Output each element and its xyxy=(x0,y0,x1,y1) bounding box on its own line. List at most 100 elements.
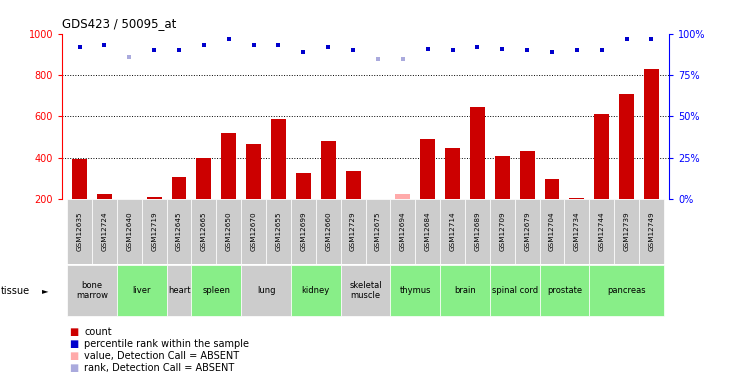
Text: GSM12719: GSM12719 xyxy=(151,212,157,251)
Text: pancreas: pancreas xyxy=(607,286,646,295)
Bar xyxy=(564,199,589,264)
Text: GSM12689: GSM12689 xyxy=(474,212,480,251)
Bar xyxy=(371,199,385,202)
Bar xyxy=(346,171,360,199)
Text: thymus: thymus xyxy=(399,286,431,295)
Text: heart: heart xyxy=(167,286,190,295)
Bar xyxy=(147,196,162,199)
Bar xyxy=(172,177,186,199)
Bar xyxy=(246,144,261,199)
Bar xyxy=(192,266,241,316)
Text: GSM12734: GSM12734 xyxy=(574,212,580,251)
Text: GSM12724: GSM12724 xyxy=(102,212,107,251)
Bar xyxy=(241,266,291,316)
Text: skeletal
muscle: skeletal muscle xyxy=(349,281,382,300)
Text: GSM12749: GSM12749 xyxy=(648,212,654,251)
Text: GSM12709: GSM12709 xyxy=(499,212,505,251)
Text: GSM12665: GSM12665 xyxy=(201,212,207,251)
Bar xyxy=(465,199,490,264)
Bar xyxy=(589,266,664,316)
Bar xyxy=(539,266,589,316)
Text: ■: ■ xyxy=(69,351,79,361)
Bar xyxy=(395,194,410,199)
Bar xyxy=(291,199,316,264)
Text: GSM12679: GSM12679 xyxy=(524,212,530,251)
Text: spinal cord: spinal cord xyxy=(492,286,538,295)
Bar xyxy=(321,141,336,199)
Text: value, Detection Call = ABSENT: value, Detection Call = ABSENT xyxy=(84,351,239,361)
Bar xyxy=(490,199,515,264)
Text: GSM12655: GSM12655 xyxy=(276,212,281,251)
Text: GSM12729: GSM12729 xyxy=(350,212,356,251)
Text: prostate: prostate xyxy=(547,286,582,295)
Text: count: count xyxy=(84,327,112,337)
Bar xyxy=(97,194,112,199)
Text: GSM12645: GSM12645 xyxy=(176,212,182,251)
Bar xyxy=(470,107,485,199)
Text: GSM12660: GSM12660 xyxy=(325,212,331,251)
Text: GSM12699: GSM12699 xyxy=(300,212,306,251)
Bar xyxy=(316,199,341,264)
Text: ■: ■ xyxy=(69,363,79,373)
Text: GSM12694: GSM12694 xyxy=(400,212,406,251)
Bar xyxy=(589,199,614,264)
Bar xyxy=(296,173,311,199)
Bar xyxy=(515,199,539,264)
Bar xyxy=(216,199,241,264)
Text: liver: liver xyxy=(132,286,151,295)
Text: percentile rank within the sample: percentile rank within the sample xyxy=(84,339,249,349)
Text: GSM12714: GSM12714 xyxy=(450,212,455,251)
Bar xyxy=(445,148,460,199)
Text: spleen: spleen xyxy=(202,286,230,295)
Text: GSM12739: GSM12739 xyxy=(624,212,629,251)
Bar xyxy=(271,119,286,199)
Text: bone
marrow: bone marrow xyxy=(76,281,108,300)
Bar xyxy=(539,199,564,264)
Bar xyxy=(117,266,167,316)
Bar xyxy=(167,199,192,264)
Bar xyxy=(67,199,92,264)
Bar xyxy=(266,199,291,264)
Bar xyxy=(122,199,137,202)
Text: GSM12675: GSM12675 xyxy=(375,212,381,251)
Bar xyxy=(614,199,639,264)
Bar xyxy=(291,266,341,316)
Bar xyxy=(167,266,192,316)
Text: rank, Detection Call = ABSENT: rank, Detection Call = ABSENT xyxy=(84,363,235,373)
Bar xyxy=(415,199,440,264)
Bar xyxy=(545,179,559,199)
Bar xyxy=(390,199,415,264)
Bar xyxy=(594,114,609,199)
Text: GSM12635: GSM12635 xyxy=(77,212,83,251)
Bar xyxy=(341,266,390,316)
Bar xyxy=(644,69,659,199)
Bar xyxy=(420,139,435,199)
Bar xyxy=(241,199,266,264)
Text: GSM12704: GSM12704 xyxy=(549,212,555,251)
Bar xyxy=(72,159,87,199)
Bar xyxy=(440,199,465,264)
Text: GSM12670: GSM12670 xyxy=(251,212,257,251)
Bar xyxy=(366,199,390,264)
Bar xyxy=(520,151,534,199)
Bar xyxy=(197,158,211,199)
Bar xyxy=(440,266,490,316)
Bar xyxy=(390,266,440,316)
Text: ►: ► xyxy=(42,286,49,295)
Text: kidney: kidney xyxy=(302,286,330,295)
Bar xyxy=(142,199,167,264)
Bar xyxy=(341,199,366,264)
Bar xyxy=(192,199,216,264)
Text: GSM12684: GSM12684 xyxy=(425,212,431,251)
Text: brain: brain xyxy=(454,286,476,295)
Text: ■: ■ xyxy=(69,327,79,337)
Text: tissue: tissue xyxy=(1,286,30,296)
Bar xyxy=(569,198,584,199)
Bar xyxy=(639,199,664,264)
Text: lung: lung xyxy=(257,286,276,295)
Bar xyxy=(117,199,142,264)
Text: GDS423 / 50095_at: GDS423 / 50095_at xyxy=(62,17,176,30)
Text: GSM12744: GSM12744 xyxy=(599,212,605,251)
Bar xyxy=(67,266,117,316)
Bar xyxy=(92,199,117,264)
